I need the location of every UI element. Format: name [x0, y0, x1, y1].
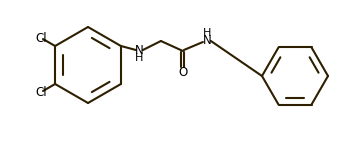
Text: H: H [203, 28, 211, 38]
Text: Cl: Cl [36, 31, 47, 45]
Text: Cl: Cl [36, 85, 47, 98]
Text: N: N [203, 35, 211, 47]
Text: N: N [135, 45, 143, 57]
Text: H: H [135, 53, 143, 63]
Text: O: O [178, 66, 188, 79]
